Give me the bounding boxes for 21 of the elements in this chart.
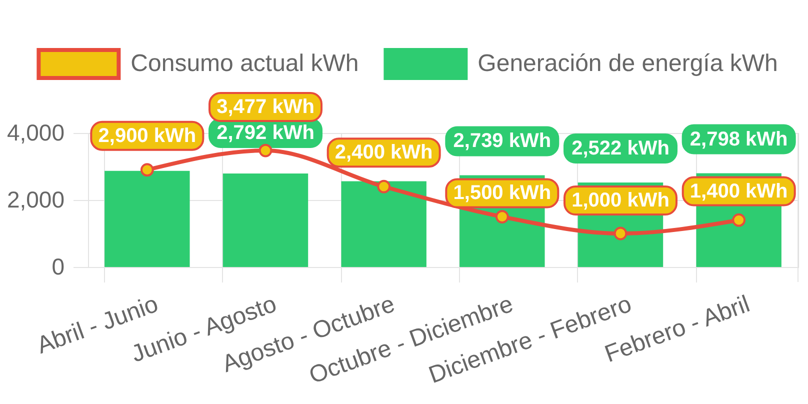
point — [377, 180, 391, 194]
point — [732, 213, 746, 227]
point — [614, 226, 628, 240]
data-label: 2,792 kWh — [216, 122, 314, 144]
data-label: 1,000 kWh — [572, 190, 670, 212]
data-label: 2,900 kWh — [98, 124, 196, 147]
data-label: 2,798 kWh — [690, 128, 788, 150]
y-tick-label: 4,000 — [6, 120, 64, 146]
point — [140, 163, 154, 177]
point — [258, 144, 272, 158]
data-label: 2,739 kWh — [453, 130, 552, 152]
data-label: 1,400 kWh — [690, 180, 788, 202]
y-tick-label: 0 — [52, 254, 64, 280]
point — [495, 210, 509, 224]
data-label: 3,477 kWh — [216, 96, 314, 118]
data-label: 2,400 kWh — [334, 142, 433, 164]
y-tick-label: 2,000 — [6, 186, 64, 212]
data-label: 1,500 kWh — [453, 182, 552, 204]
legend-label: Generación de energía kWh — [478, 50, 778, 77]
legend-label: Consumo actual kWh — [130, 50, 359, 77]
data-label: 2,522 kWh — [572, 138, 670, 160]
